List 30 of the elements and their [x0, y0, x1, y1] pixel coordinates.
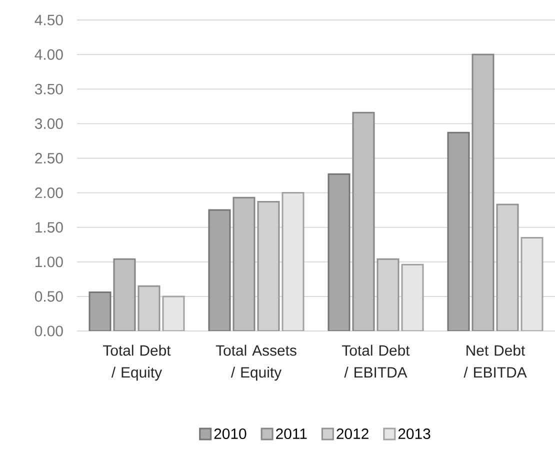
bar: [447, 132, 470, 331]
x-tick-label: Net Debt / EBITDA: [464, 344, 527, 378]
bar: [401, 264, 424, 331]
x-tick-label: Total Debt / EBITDA: [342, 344, 410, 378]
bar: [328, 173, 350, 331]
bar: [352, 112, 375, 331]
bar: [113, 258, 136, 331]
y-tick-label: 4.00: [34, 49, 63, 60]
legend-label: 2011: [276, 428, 307, 440]
y-tick-label: 1.50: [36, 222, 63, 233]
bar: [88, 292, 112, 331]
x-tick-label: Total Debt / Equity: [103, 344, 171, 381]
y-tick-label: 2.50: [35, 152, 63, 164]
y-tick-label: 3.50: [34, 84, 63, 94]
y-tick-label: 3.00: [34, 118, 63, 129]
bar: [520, 236, 544, 331]
bar: [208, 209, 231, 331]
legend-label: 2013: [398, 428, 430, 440]
y-tick-label: 4.50: [34, 14, 63, 26]
bar: [162, 296, 185, 331]
bar: [282, 192, 304, 331]
y-tick-label: 2.00: [35, 187, 63, 198]
legend-label: 2012: [336, 428, 368, 440]
bar: [472, 54, 494, 331]
x-tick-label: Total Assets / Equity: [216, 344, 296, 381]
y-tick-label: 0.00: [34, 326, 63, 336]
y-tick-label: 1.00: [36, 256, 63, 268]
y-tick-label: 0.50: [34, 291, 63, 302]
legend-label: 2010: [214, 428, 246, 440]
bar: [232, 196, 256, 331]
